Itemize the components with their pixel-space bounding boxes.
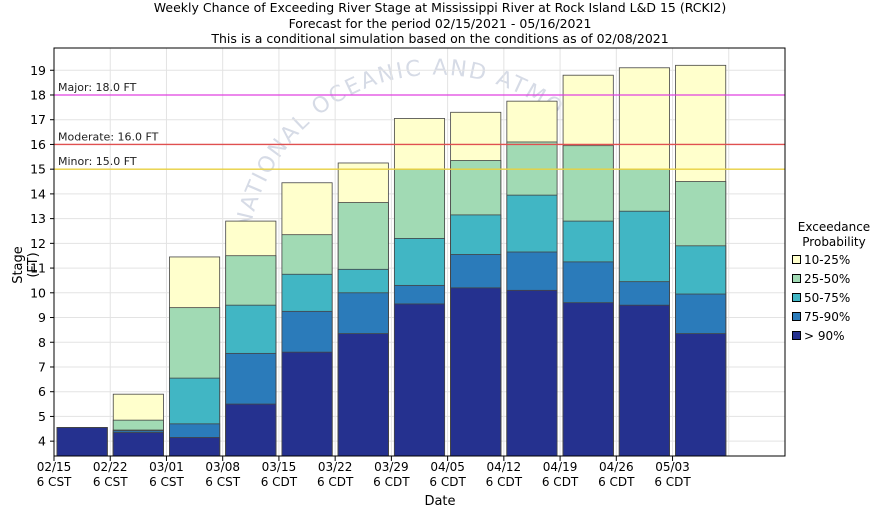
x-tick-label-tz: 6 CDT — [598, 475, 635, 489]
x-tick-label-date: 03/01 — [149, 460, 184, 474]
x-tick-label-date: 03/15 — [262, 460, 297, 474]
bar-90-week-1 — [56, 427, 108, 457]
threshold-label: Minor: 15.0 FT — [58, 155, 137, 168]
x-tick-label-date: 03/29 — [374, 460, 409, 474]
title-line-2: Forecast for the period 02/15/2021 - 05/… — [288, 15, 592, 31]
legend-label: 50-75% — [804, 290, 851, 305]
y-tick-label: 12 — [30, 236, 46, 251]
bar-90-week-5 — [281, 351, 333, 457]
x-tick-label-date: 03/08 — [205, 460, 240, 474]
legend-swatch — [792, 312, 801, 321]
bar-90-week-8 — [450, 287, 502, 457]
x-tick-label-tz: 6 CDT — [542, 475, 579, 489]
bar-90-week-2 — [112, 432, 164, 457]
y-axis-label: Stage (FT) — [11, 246, 41, 284]
y-tick-label: 7 — [38, 359, 46, 374]
x-tick-label-tz: 6 CDT — [486, 475, 523, 489]
legend-title: Exceedance Probability — [788, 220, 880, 250]
legend-swatch — [792, 293, 801, 302]
x-tick-label-tz: 6 CDT — [654, 475, 691, 489]
x-tick-label-tz: 6 CDT — [261, 475, 298, 489]
x-tick-label-tz: 6 CST — [149, 475, 184, 489]
legend-swatch — [792, 331, 801, 340]
y-tick-label: 16 — [30, 137, 46, 152]
x-tick-label-date: 04/19 — [543, 460, 578, 474]
y-tick-label: 17 — [30, 112, 46, 127]
bar-90-week-10 — [562, 302, 614, 457]
legend-item: 75-90% — [788, 307, 880, 326]
y-tick-label: 9 — [38, 310, 46, 325]
x-tick-label-date: 04/26 — [599, 460, 634, 474]
legend-label: 25-50% — [804, 271, 851, 286]
y-tick-label: 8 — [38, 335, 46, 350]
title-line-1: Weekly Chance of Exceeding River Stage a… — [153, 0, 727, 15]
x-tick-label-date: 04/12 — [487, 460, 522, 474]
bar-90-week-3 — [169, 437, 221, 457]
y-tick-label: 6 — [38, 384, 46, 399]
bar-90-week-11 — [618, 304, 670, 457]
bar-90-week-6 — [337, 333, 389, 457]
x-tick-label-tz: 6 CDT — [429, 475, 466, 489]
legend-title-line-2: Probability — [802, 235, 866, 249]
legend-item: 10-25% — [788, 250, 880, 269]
legend-label: > 90% — [804, 328, 845, 343]
threshold-label: Moderate: 16.0 FT — [58, 130, 159, 143]
y-tick-label: 5 — [38, 409, 46, 424]
x-axis-label: Date — [424, 494, 456, 509]
x-tick-label-tz: 6 CDT — [317, 475, 354, 489]
legend-label: 75-90% — [804, 309, 851, 324]
title-line-3: This is a conditional simulation based o… — [211, 31, 669, 46]
y-tick-label: 14 — [30, 186, 46, 201]
legend-item: 50-75% — [788, 288, 880, 307]
legend-item: > 90% — [788, 326, 880, 345]
y-tick-label: 11 — [30, 261, 46, 276]
x-tick-label-tz: 6 CDT — [373, 475, 410, 489]
plot-frame — [53, 47, 786, 457]
y-tick-label: 18 — [30, 87, 46, 102]
bar-90-week-12 — [675, 333, 727, 457]
y-tick-label: 13 — [30, 211, 46, 226]
bar-90-week-4 — [225, 403, 277, 457]
legend-item: 25-50% — [788, 269, 880, 288]
x-tick-label-date: 03/22 — [318, 460, 353, 474]
legend-items: 10-25% 25-50% 50-75% 75-90% > 90% — [788, 250, 880, 345]
x-tick-label-tz: 6 CST — [37, 475, 72, 489]
threshold-label: Major: 18.0 FT — [58, 81, 137, 94]
chart-title: Weekly Chance of Exceeding River Stage a… — [0, 0, 880, 47]
x-tick-label-tz: 6 CST — [205, 475, 240, 489]
x-tick-label-tz: 6 CST — [93, 475, 128, 489]
x-tick-label-date: 02/22 — [93, 460, 128, 474]
legend-label: 10-25% — [804, 252, 851, 267]
legend-swatch — [792, 255, 801, 264]
y-tick-label: 4 — [38, 434, 46, 449]
bar-90-week-9 — [506, 289, 558, 457]
x-tick-label-date: 04/05 — [430, 460, 465, 474]
x-tick-label-date: 02/15 — [37, 460, 72, 474]
x-tick-label-date: 05/03 — [655, 460, 690, 474]
legend-swatch — [792, 274, 801, 283]
y-tick-label: 15 — [30, 162, 46, 177]
y-tick-label: 10 — [30, 285, 46, 300]
y-tick-label: 19 — [30, 63, 46, 78]
legend: Exceedance Probability 10-25% 25-50% 50-75… — [788, 220, 880, 345]
bar-90-week-7 — [393, 303, 446, 457]
legend-title-line-1: Exceedance — [797, 220, 871, 234]
